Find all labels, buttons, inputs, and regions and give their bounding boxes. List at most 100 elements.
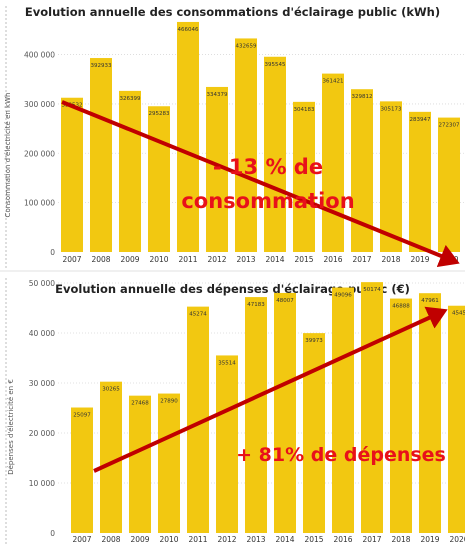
y-tick-label: 50 000 (29, 279, 55, 288)
data-label: 392933 (91, 63, 112, 69)
annotation-text: + 81% de dépenses (236, 444, 446, 466)
y-tick-label: 40 000 (29, 329, 55, 338)
x-tick-label: 2019 (420, 535, 439, 544)
data-label: 46888 (392, 304, 410, 310)
bar-2011 (187, 306, 209, 533)
bar-2016 (322, 73, 344, 253)
data-label: 361421 (323, 79, 344, 85)
data-label: 30265 (102, 387, 120, 393)
data-label: 25097 (73, 413, 91, 419)
data-label: 272307 (439, 123, 460, 129)
bar-2008 (90, 58, 112, 253)
data-label: 432659 (236, 43, 257, 49)
data-label: 45274 (189, 312, 207, 318)
x-tick-label: 2011 (188, 535, 207, 544)
x-tick-label: 2020 (449, 535, 465, 544)
y-axis-label: Consommation d'électricité en kWh (4, 93, 12, 218)
x-tick-label: 2007 (72, 535, 91, 544)
chart-title: Evolution annuelle des consommations d'é… (25, 5, 440, 19)
data-label: 39973 (305, 338, 323, 344)
x-tick-label: 2014 (275, 535, 294, 544)
annotation-text: consommation (181, 189, 354, 213)
data-label: 50174 (363, 287, 381, 293)
x-tick-label: 2009 (120, 255, 139, 264)
bar-2014 (274, 292, 296, 533)
data-label: 48007 (276, 298, 294, 304)
x-tick-label: 2017 (352, 255, 371, 264)
x-tick-label: 2016 (323, 255, 342, 264)
data-label: 334379 (207, 92, 228, 98)
data-label: 295283 (149, 111, 170, 117)
bar-2008 (100, 381, 122, 533)
x-tick-label: 2012 (207, 255, 226, 264)
annotation-text: - 13 % de (213, 155, 323, 179)
data-label: 47183 (247, 302, 265, 308)
bar-2013 (235, 38, 257, 252)
bar-2015 (303, 333, 325, 533)
x-tick-label: 2008 (91, 255, 110, 264)
bar-2015 (293, 101, 315, 252)
x-tick-label: 2018 (381, 255, 400, 264)
x-tick-label: 2015 (294, 255, 313, 264)
data-label: 47961 (421, 298, 439, 304)
x-tick-label: 2009 (130, 535, 149, 544)
data-label: 304183 (294, 107, 315, 113)
bar-2019 (419, 293, 441, 533)
data-label: 466046 (178, 27, 199, 33)
trend-arrow (61, 100, 460, 268)
bar-2017 (351, 89, 373, 252)
y-tick-label: 400 000 (24, 51, 55, 60)
bar-2020 (448, 305, 465, 533)
x-tick-label: 2007 (62, 255, 81, 264)
x-tick-label: 2017 (362, 535, 381, 544)
y-tick-label: 0 (50, 529, 55, 538)
bar-2017 (361, 282, 383, 533)
y-tick-label: 20 000 (29, 429, 55, 438)
bar-2007 (61, 97, 83, 252)
bar-2020 (438, 117, 460, 253)
x-tick-label: 2019 (410, 255, 429, 264)
bar-2014 (264, 56, 286, 252)
bar-2011 (177, 21, 199, 252)
x-tick-label: 2010 (159, 535, 178, 544)
y-tick-label: 200 000 (24, 149, 55, 158)
x-tick-label: 2011 (178, 255, 197, 264)
bar-2018 (380, 101, 402, 252)
bar-2009 (129, 395, 151, 533)
data-label: 27890 (160, 399, 178, 405)
y-tick-label: 300 000 (24, 100, 55, 109)
y-tick-label: 0 (50, 248, 55, 257)
x-tick-label: 2018 (391, 535, 410, 544)
bar-2019 (409, 111, 431, 252)
x-tick-label: 2012 (217, 535, 236, 544)
y-tick-label: 30 000 (29, 379, 55, 388)
data-label: 27468 (131, 401, 149, 407)
x-tick-label: 2013 (236, 255, 255, 264)
y-axis-label: Dépenses d'électricité en € (7, 379, 15, 475)
x-tick-label: 2013 (246, 535, 265, 544)
bar-2007 (71, 407, 93, 533)
data-label: 49096 (334, 293, 352, 299)
data-label: 283947 (410, 117, 431, 123)
x-tick-label: 2008 (101, 535, 120, 544)
bar-2009 (119, 90, 141, 252)
trend-arrow (93, 306, 448, 473)
data-label: 305173 (381, 106, 402, 112)
y-tick-label: 10 000 (29, 479, 55, 488)
bar-2016 (332, 287, 354, 533)
x-tick-label: 2010 (149, 255, 168, 264)
x-tick-label: 2015 (304, 535, 323, 544)
y-tick-label: 100 000 (24, 199, 55, 208)
x-tick-label: 2016 (333, 535, 352, 544)
bar-2010 (158, 393, 180, 533)
bar-2012 (216, 355, 238, 533)
bar-2010 (148, 106, 170, 252)
data-label: 35514 (218, 360, 236, 366)
data-label: 326399 (120, 96, 141, 102)
chart-title: Evolution annuelle des dépenses d'éclair… (55, 282, 410, 296)
x-tick-label: 2014 (265, 255, 284, 264)
data-label: 395545 (265, 62, 286, 68)
bar-2012 (206, 86, 228, 253)
